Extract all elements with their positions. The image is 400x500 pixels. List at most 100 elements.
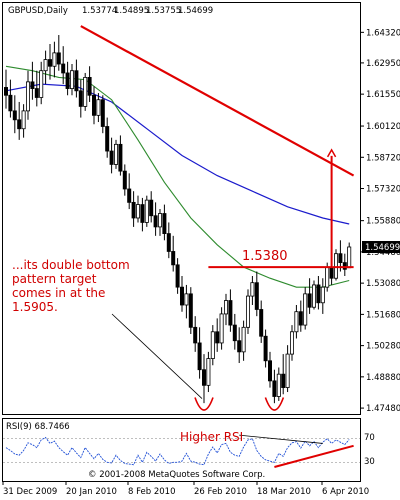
candle-body [39,70,44,98]
time-tick-label: 18 Mar 2010 [257,487,311,497]
candle [122,164,127,196]
candle [320,278,325,314]
note-line-2: pattern target [12,272,97,286]
candle [193,316,198,352]
candle-body [30,81,35,89]
candle-body [267,360,272,382]
price-tick-label: 1.50280 [366,342,400,352]
candle-body [307,293,312,308]
candle [166,222,171,259]
candle [232,313,237,350]
candle [12,95,17,134]
candle-body [228,300,233,326]
rsi-divergence-line [274,444,354,468]
candle-body [157,213,162,228]
price-tick-label: 1.47480 [366,404,400,414]
candle-body [25,81,30,112]
candle-body [96,99,101,116]
downtrend-line [80,25,355,177]
candle [25,70,30,120]
candle [83,72,88,111]
note-pointer-line [111,313,203,399]
level-label: 1.5380 [242,249,288,264]
price-tick-label: 1.57320 [366,185,400,195]
candle-body [162,213,167,235]
candle-body [259,309,264,337]
time-tick-label: 6 Apr 2010 [322,487,369,497]
candle-body [78,90,83,107]
note-line-3: comes in at the [12,286,105,300]
time-tick-label: 26 Feb 2010 [194,487,247,497]
candle [333,249,338,281]
candle-body [263,335,268,362]
candle-body [12,110,17,121]
candle-body [131,201,136,219]
candle [215,318,220,352]
candle-body [21,110,26,130]
candle-body [281,373,286,388]
candle-body [61,63,66,74]
candles [4,35,352,404]
annotation-overlays [80,25,355,411]
candle [140,197,145,232]
candle [105,117,110,158]
time-tick-label: 31 Dec 2009 [3,487,57,497]
candle [144,195,149,227]
first-bottom-mark [194,397,214,411]
candle-body [43,59,48,72]
candle [74,59,79,98]
candle [52,41,57,78]
candle [118,135,123,176]
target-arrowhead [326,148,337,158]
candle [162,204,167,241]
candle [342,253,347,276]
candle-body [118,143,123,172]
candle [17,101,22,140]
note-line-4: 1.5905. [12,300,58,314]
price-tick-label: 1.62950 [366,59,400,69]
chart-header-open: 1.53774 [82,6,117,16]
rsi-tick-70: 70 [364,433,375,443]
candle [43,50,48,85]
candle [241,320,246,361]
candle [56,35,61,71]
current-price-label: 1.54699 [365,243,400,253]
candle [303,287,308,330]
candle-body [52,52,57,67]
candle-body [201,369,206,386]
chart-header-symbol: GBPUSD,Daily [8,6,68,16]
candle-body [338,253,343,264]
candle-body [223,300,228,315]
copyright: © 2001-2008 MetaQuotes Software Corp. [88,470,265,480]
candle-body [34,88,39,98]
candle-body [303,293,308,326]
candle [30,61,35,100]
candle [149,191,154,223]
candle [21,104,26,138]
candle [61,46,66,85]
candle-body [92,94,97,116]
candle [179,275,184,312]
candle [263,329,268,368]
candle-body [166,233,171,252]
candle-body [8,94,13,112]
candle [8,79,13,118]
chart-header-high: 1.54895 [114,6,149,16]
price-badge: 1.54699 [362,241,400,254]
candle-body [175,264,180,288]
candle [184,284,189,319]
candle-body [298,311,303,326]
candle-body [219,313,224,344]
candle-body [232,324,237,342]
candle-body [17,119,22,130]
candle-body [122,170,127,190]
candle [87,66,92,102]
rsi-line [5,436,350,466]
candle-body [74,70,79,92]
candle-body [237,340,242,353]
candle [201,354,206,404]
candle-body [109,150,114,165]
candle-body [87,77,92,96]
candle-body [206,358,211,386]
candle-body [329,266,334,279]
